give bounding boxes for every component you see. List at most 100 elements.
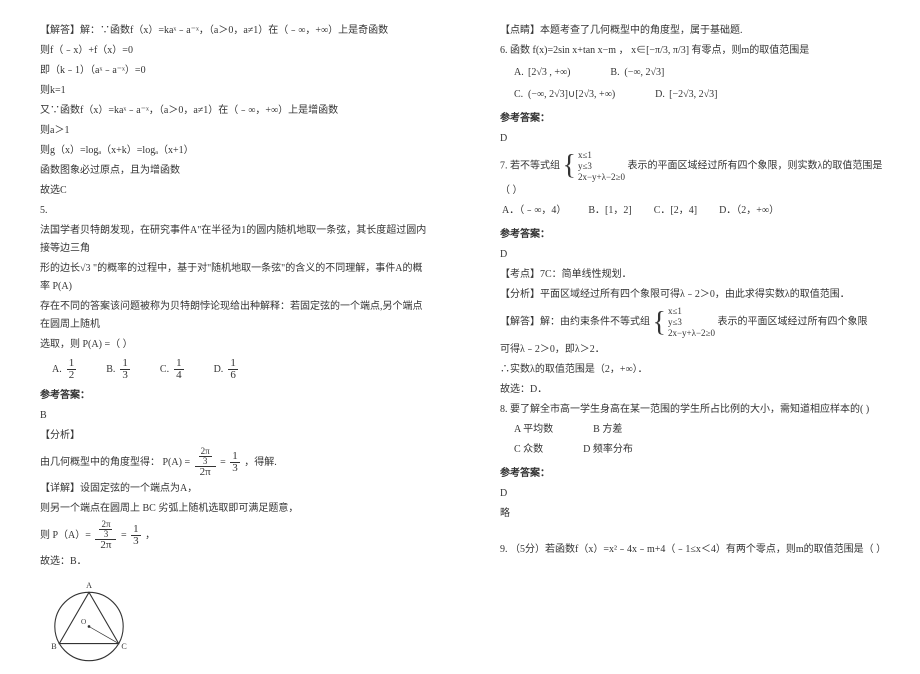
options-row: A. 1 2 B. 1 3 C. 1 4 — [52, 358, 430, 381]
fraction: 2π 3 2π — [195, 447, 216, 478]
brace-icon: { — [653, 313, 666, 333]
fraction: 1 4 — [174, 358, 184, 381]
text-line: 7. 若不等式组 { x≤1 y≤3 2x−y+λ−2≥0 表示的平面区域经过所… — [500, 150, 890, 200]
denominator: 3 — [230, 463, 240, 474]
options-row: C.(−∞, 2√3]∪[2√3, +∞) D.[−2√3, 2√3] — [514, 86, 890, 104]
option-a: A．（﹣∞，4） — [502, 202, 566, 220]
triangle-figure: A B C O — [44, 577, 430, 674]
option-label: D. — [214, 361, 224, 379]
fraction: 1 3 — [120, 358, 130, 381]
answer-value: D — [500, 246, 890, 264]
option-a: A.[2√3 , +∞) — [514, 64, 570, 82]
option-label: A. — [514, 64, 528, 82]
text-line: 【点睛】本题考查了几何概型中的角度型，属于基础题. — [500, 22, 890, 40]
spacer — [500, 525, 890, 539]
denominator: 2π — [98, 540, 113, 551]
text-line: 则f（﹣x）+f（x）=0 — [40, 42, 430, 60]
sys-line: x≤1 — [668, 306, 715, 317]
sys-line: 2x−y+λ−2≥0 — [578, 172, 625, 183]
text: 由几何概型中的角度型得： — [40, 457, 160, 468]
option-text: [2，4] — [670, 205, 697, 216]
option-text: （﹣∞，4） — [519, 205, 566, 216]
option-label: A. — [52, 361, 62, 379]
answer-header: 参考答案： — [40, 387, 430, 405]
option-text: [2√3 , +∞) — [528, 67, 570, 78]
option-a: A. 1 2 — [52, 358, 78, 381]
option-d: D.[−2√3, 2√3] — [655, 86, 717, 104]
option-text: （2，+∞） — [736, 205, 779, 216]
denominator: 3 — [102, 530, 111, 539]
fraction: 1 2 — [67, 358, 77, 381]
text-line: ∴实数λ的取值范围是（2，+∞）． — [500, 361, 890, 379]
option-b: B.(−∞, 2√3] — [610, 64, 664, 82]
text: 【解答】解：由约束条件不等式组 — [500, 317, 650, 328]
text-line: 【考点】7C：简单线性规划． — [500, 266, 890, 284]
text-line: 6. 函数 f(x)=2sin x+tan x−m ， x∈[−π/3, π/3… — [500, 42, 890, 60]
numerator: 2π 3 — [95, 520, 116, 540]
option-a: A 平均数 — [514, 421, 553, 439]
option-label: B. — [610, 64, 624, 82]
text-line: 则g（x）=logₐ（x+k）=logₐ（x+1） — [40, 142, 430, 160]
inner-fraction: 2π 3 — [199, 447, 212, 466]
denominator: 3 — [201, 457, 210, 466]
option-c: C. 1 4 — [160, 358, 186, 381]
answer-value: D — [500, 485, 890, 503]
brace-icon: { — [563, 156, 576, 176]
text-line: 8. 要了解全市高一学生身高在某一范围的学生所占比例的大小，需知道相应样本的( … — [500, 401, 890, 419]
option-d: D．（2，+∞） — [719, 202, 779, 220]
sys-line: 2x−y+λ−2≥0 — [668, 328, 715, 339]
text-line: 函数图象必过原点，且为增函数 — [40, 162, 430, 180]
text-line: 法国学者贝特朗发现，在研究事件A"在半径为1的圆内随机地取一条弦，其长度超过圆内… — [40, 222, 430, 258]
option-b: B. 1 3 — [106, 358, 132, 381]
detail-header: 【详解】设固定弦的一个端点为A， — [40, 480, 430, 498]
text-line: 形的边长√3 "的概率的过程中，基于对"随机地取一条弦"的含义的不同理解，事件A… — [40, 260, 430, 296]
inner-fraction: 2π 3 — [99, 520, 112, 539]
option-text: [−2√3, 2√3] — [669, 89, 717, 100]
denominator: 3 — [131, 536, 141, 547]
fraction: 2π 3 2π — [95, 520, 116, 551]
vertex-c: C — [121, 642, 126, 651]
options-row: A 平均数 B 方差 — [500, 421, 890, 439]
text-line: 由几何概型中的角度型得： P(A) = 2π 3 2π = 1 3 ，得解. — [40, 447, 430, 478]
text: 则 P（A）= — [40, 530, 91, 541]
option-b: B．[1，2] — [588, 202, 631, 220]
text-line: 【解答】解：∵函数f（x）=kaˣ﹣a⁻ˣ，（a＞0，a≠1）在（﹣∞，+∞）上… — [40, 22, 430, 40]
answer-value: D — [500, 130, 890, 148]
text: ，得解. — [244, 457, 277, 468]
option-b: B 方差 — [593, 421, 622, 439]
answer-value: B — [40, 407, 430, 425]
text-line: 选取，则 P(A) =（ ） — [40, 336, 430, 354]
text: = — [121, 530, 129, 541]
circle-triangle-svg: A B C O — [44, 577, 134, 667]
option-label: D. — [655, 86, 669, 104]
text-line: 略 — [500, 505, 890, 523]
denominator: 6 — [228, 370, 238, 381]
fraction: 1 3 — [131, 524, 141, 547]
text-line: 故选：D． — [500, 381, 890, 399]
system-lines: x≤1 y≤3 2x−y+λ−2≥0 — [578, 150, 625, 182]
options-row: C 众数 D 频率分布 — [500, 441, 890, 459]
vertex-b: B — [51, 642, 56, 651]
option-c: C．[2，4] — [654, 202, 697, 220]
option-text: (−∞, 2√3]∪[2√3, +∞) — [528, 89, 615, 100]
sys-line: x≤1 — [578, 150, 625, 161]
vertex-a: A — [86, 581, 92, 590]
option-c: C.(−∞, 2√3]∪[2√3, +∞) — [514, 86, 615, 104]
text: ， — [145, 530, 155, 541]
text-line: 则a＞1 — [40, 122, 430, 140]
option-label: B. — [106, 361, 115, 379]
text-line: 故选：B． — [40, 553, 430, 571]
text-line: 又∵函数f（x）=kaˣ﹣a⁻ˣ，（a＞0，a≠1）在（﹣∞，+∞）上是增函数 — [40, 102, 430, 120]
text-line: 【分析】平面区域经过所有四个象限可得λ﹣2＞0，由此求得实数λ的取值范围． — [500, 286, 890, 304]
option-label: C. — [514, 86, 528, 104]
text: P(A) = — [163, 457, 191, 468]
text-line: 则 P（A）= 2π 3 2π = 1 3 ， — [40, 520, 430, 551]
answer-header: 参考答案： — [500, 226, 890, 244]
text-line: 则另一个端点在圆周上 BC 劣弧上随机选取即可满足题意， — [40, 500, 430, 518]
sys-line: y≤3 — [578, 161, 625, 172]
text-line: 可得λ﹣2＞0，即λ＞2． — [500, 341, 890, 359]
options-row: A．（﹣∞，4） B．[1，2] C．[2，4] D．（2，+∞） — [502, 202, 890, 220]
left-column: 【解答】解：∵函数f（x）=kaˣ﹣a⁻ˣ，（a＞0，a≠1）在（﹣∞，+∞）上… — [0, 0, 460, 651]
denominator: 2π — [198, 467, 213, 478]
option-text: (−∞, 2√3] — [624, 67, 664, 78]
